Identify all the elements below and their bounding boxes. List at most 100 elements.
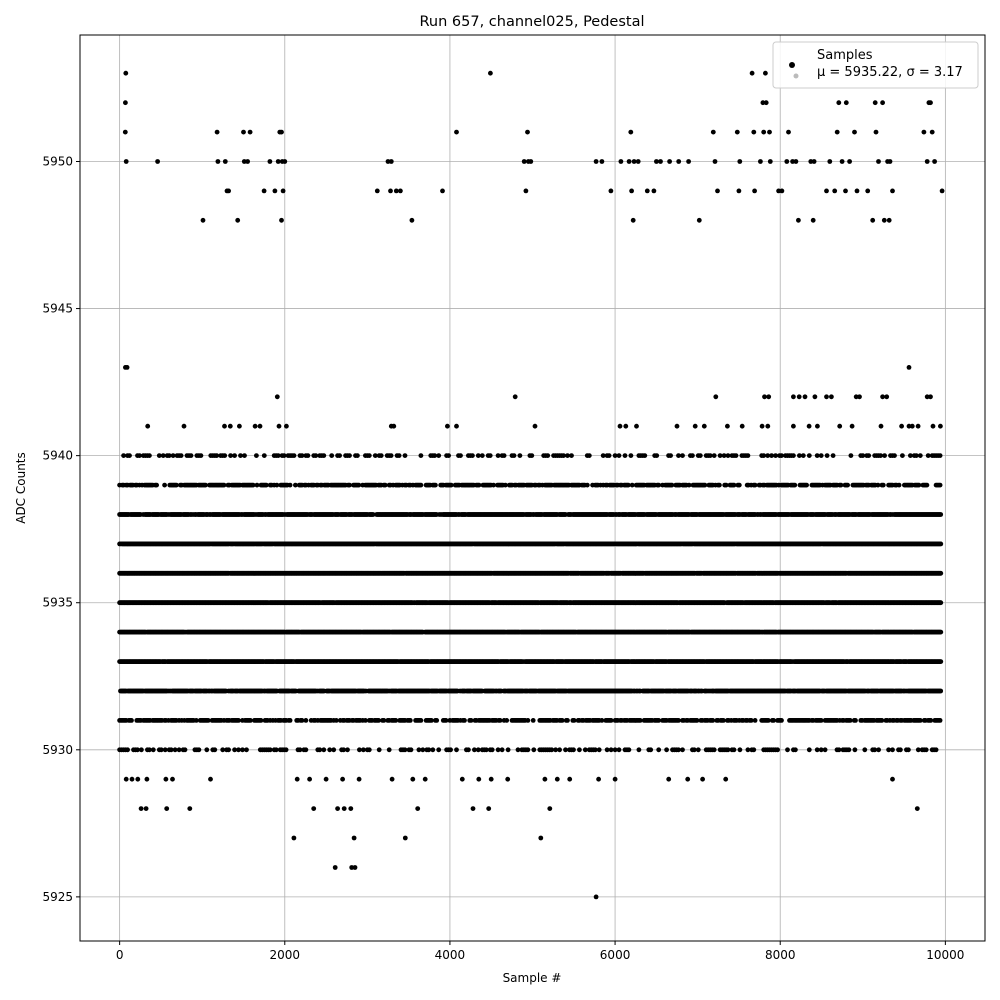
data-point [158, 747, 164, 753]
data-point [616, 747, 622, 753]
data-point [553, 747, 558, 753]
data-point [212, 747, 218, 753]
data-point [710, 718, 716, 723]
data-point [248, 718, 253, 723]
data-point [818, 718, 824, 723]
data-point [549, 747, 555, 753]
data-point [765, 718, 771, 723]
data-point [244, 747, 249, 753]
data-point [402, 747, 408, 753]
data-point [676, 718, 681, 723]
data-point [129, 718, 134, 723]
data-point [267, 747, 273, 753]
data-point [303, 747, 309, 753]
data-point [135, 747, 140, 753]
data-point [426, 747, 432, 753]
data-point [596, 747, 602, 753]
data-point [847, 718, 853, 723]
data-point [571, 747, 576, 753]
data-point [416, 747, 422, 753]
data-point [429, 718, 434, 723]
data-point [846, 747, 852, 753]
data-point [172, 747, 178, 753]
data-point [822, 747, 828, 753]
data-point [648, 747, 654, 753]
data-point [775, 747, 780, 753]
data-point [505, 747, 511, 753]
data-point [656, 747, 662, 753]
data-point [886, 747, 891, 753]
data-point [898, 747, 903, 753]
data-point [345, 747, 350, 753]
data-point [915, 747, 921, 753]
data-point [283, 747, 289, 753]
data-point [691, 747, 697, 753]
data-point [592, 747, 598, 753]
data-point [879, 718, 885, 723]
data-point [923, 747, 929, 753]
data-point [525, 718, 531, 723]
data-point [852, 747, 858, 753]
data-point [407, 718, 413, 723]
data-point [793, 747, 798, 753]
data-point [577, 747, 582, 753]
data-point [608, 747, 614, 753]
data-point [436, 747, 442, 753]
data-point [366, 747, 372, 753]
data-point [381, 718, 387, 723]
data-point [751, 747, 757, 753]
data-point [361, 747, 366, 753]
data-point [612, 747, 618, 753]
data-point [695, 747, 701, 753]
data-point [626, 747, 632, 753]
data-point [771, 718, 776, 723]
data-point [448, 747, 453, 753]
data-point [637, 718, 643, 723]
data-point [462, 718, 467, 723]
data-point [608, 718, 614, 723]
data-point [386, 747, 392, 753]
data-point [737, 747, 743, 753]
data-point [125, 747, 130, 753]
data-point [299, 718, 305, 723]
data-point [176, 747, 182, 753]
data-point [872, 747, 878, 753]
data-point [785, 747, 790, 753]
data-point [287, 718, 293, 723]
data-point [604, 747, 610, 753]
data-point [814, 747, 820, 753]
data-point [559, 718, 565, 723]
data-point [220, 747, 226, 753]
data-point [571, 718, 577, 723]
data-point [489, 747, 495, 753]
data-point [162, 747, 168, 753]
data-point [656, 718, 662, 723]
data-point [420, 747, 426, 753]
data-point [938, 659, 944, 664]
data-point [434, 718, 440, 723]
data-point [363, 718, 368, 723]
data-point [731, 747, 737, 753]
data-point [443, 718, 449, 723]
data-point [721, 718, 726, 723]
data-point [818, 747, 824, 753]
data-point [531, 747, 537, 753]
data-point [205, 718, 211, 723]
data-point [694, 718, 700, 723]
data-point [472, 747, 477, 753]
data-point [748, 718, 754, 723]
data-point [806, 747, 812, 753]
data-point [938, 629, 944, 635]
data-point [226, 747, 232, 753]
data-point [557, 747, 562, 753]
data-point [525, 747, 531, 753]
data-point [236, 747, 241, 753]
data-point [928, 718, 934, 723]
data-point [273, 747, 279, 753]
data-point [711, 747, 717, 753]
data-point [664, 747, 669, 753]
data-point [836, 747, 842, 753]
data-point [504, 718, 510, 723]
data-point [139, 747, 144, 753]
